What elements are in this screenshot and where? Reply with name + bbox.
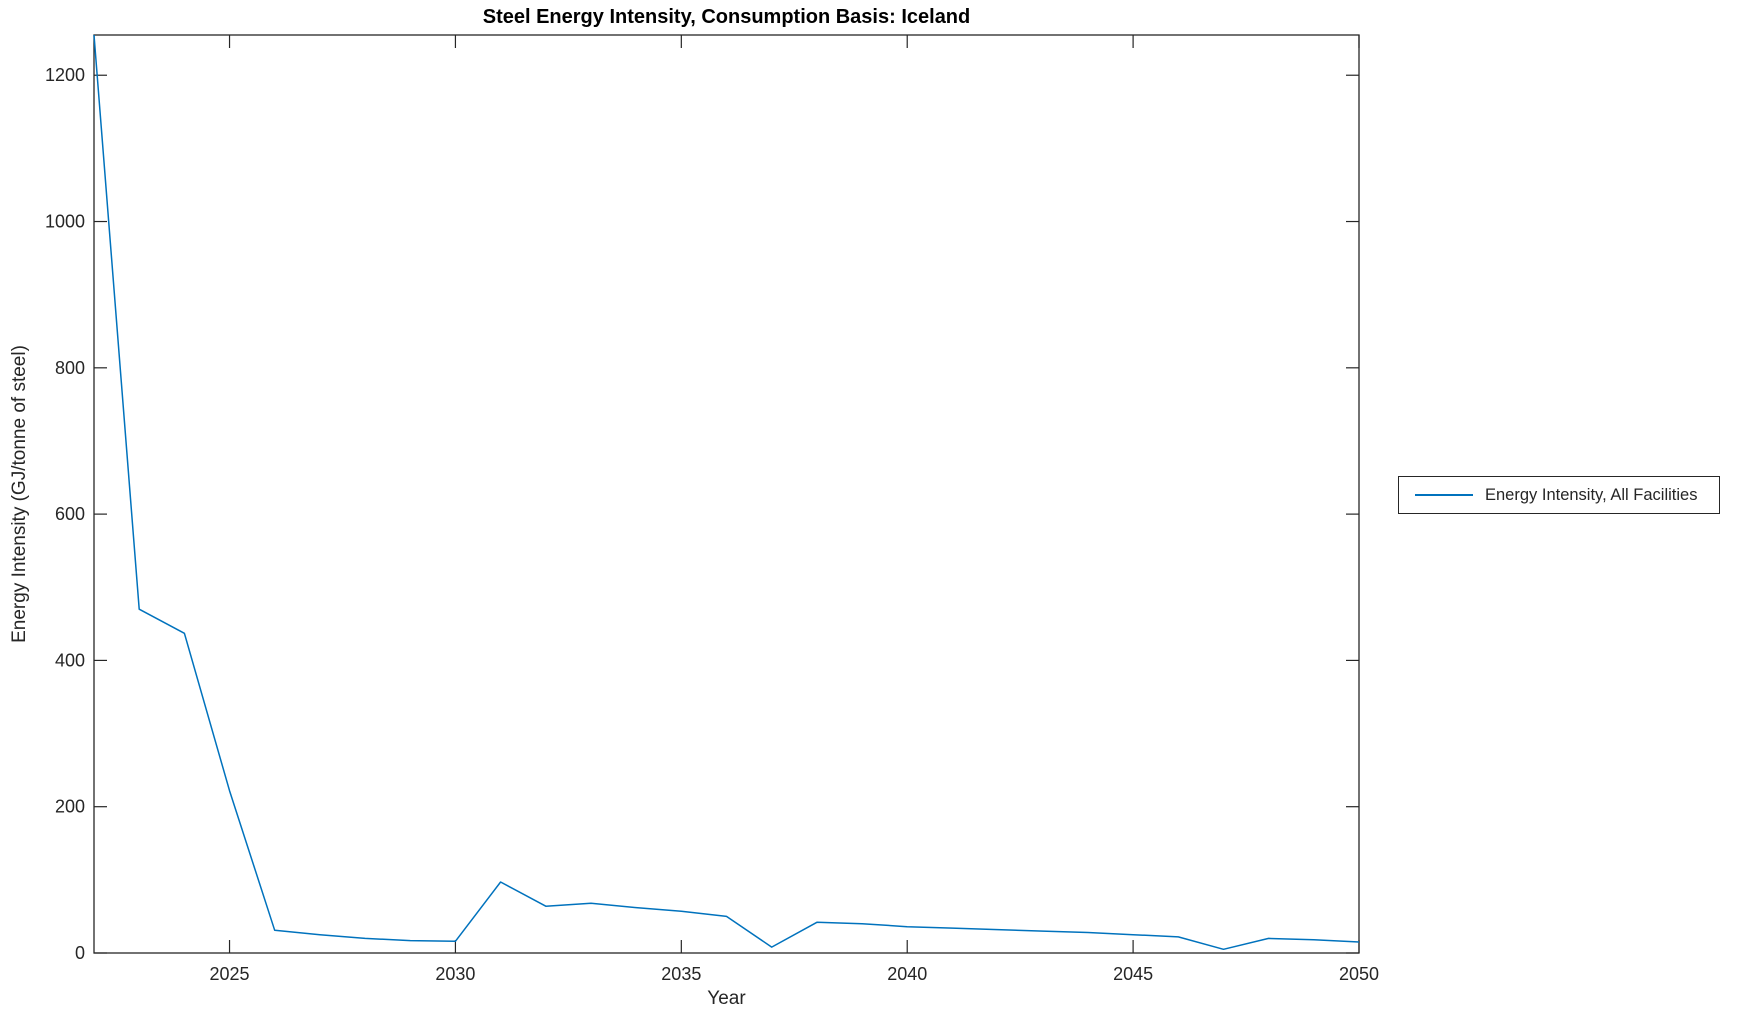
- legend: Energy Intensity, All Facilities: [1398, 476, 1720, 514]
- y-tick-label: 200: [55, 797, 85, 817]
- x-axis-label: Year: [707, 988, 746, 1009]
- chart-title: Steel Energy Intensity, Consumption Basi…: [482, 6, 971, 28]
- axes-box: [93, 34, 1360, 954]
- x-tick-label: 2050: [1339, 964, 1379, 984]
- y-tick-label: 0: [75, 943, 85, 963]
- x-tick-label: 2035: [661, 964, 701, 984]
- x-tick-label: 2045: [1113, 964, 1153, 984]
- x-tick-label: 2025: [210, 964, 250, 984]
- y-tick-label: 1200: [45, 65, 85, 85]
- legend-entry-label: Energy Intensity, All Facilities: [1485, 485, 1698, 504]
- y-tick-label: 1000: [45, 212, 85, 232]
- data-line: [93, 34, 1360, 951]
- legend-line-sample-icon: [1415, 494, 1473, 496]
- y-tick-label: 600: [55, 504, 85, 524]
- y-tick-label: 800: [55, 358, 85, 378]
- x-tick-label: 2030: [435, 964, 475, 984]
- y-tick-label: 400: [55, 650, 85, 670]
- x-tick-label: 2040: [887, 964, 927, 984]
